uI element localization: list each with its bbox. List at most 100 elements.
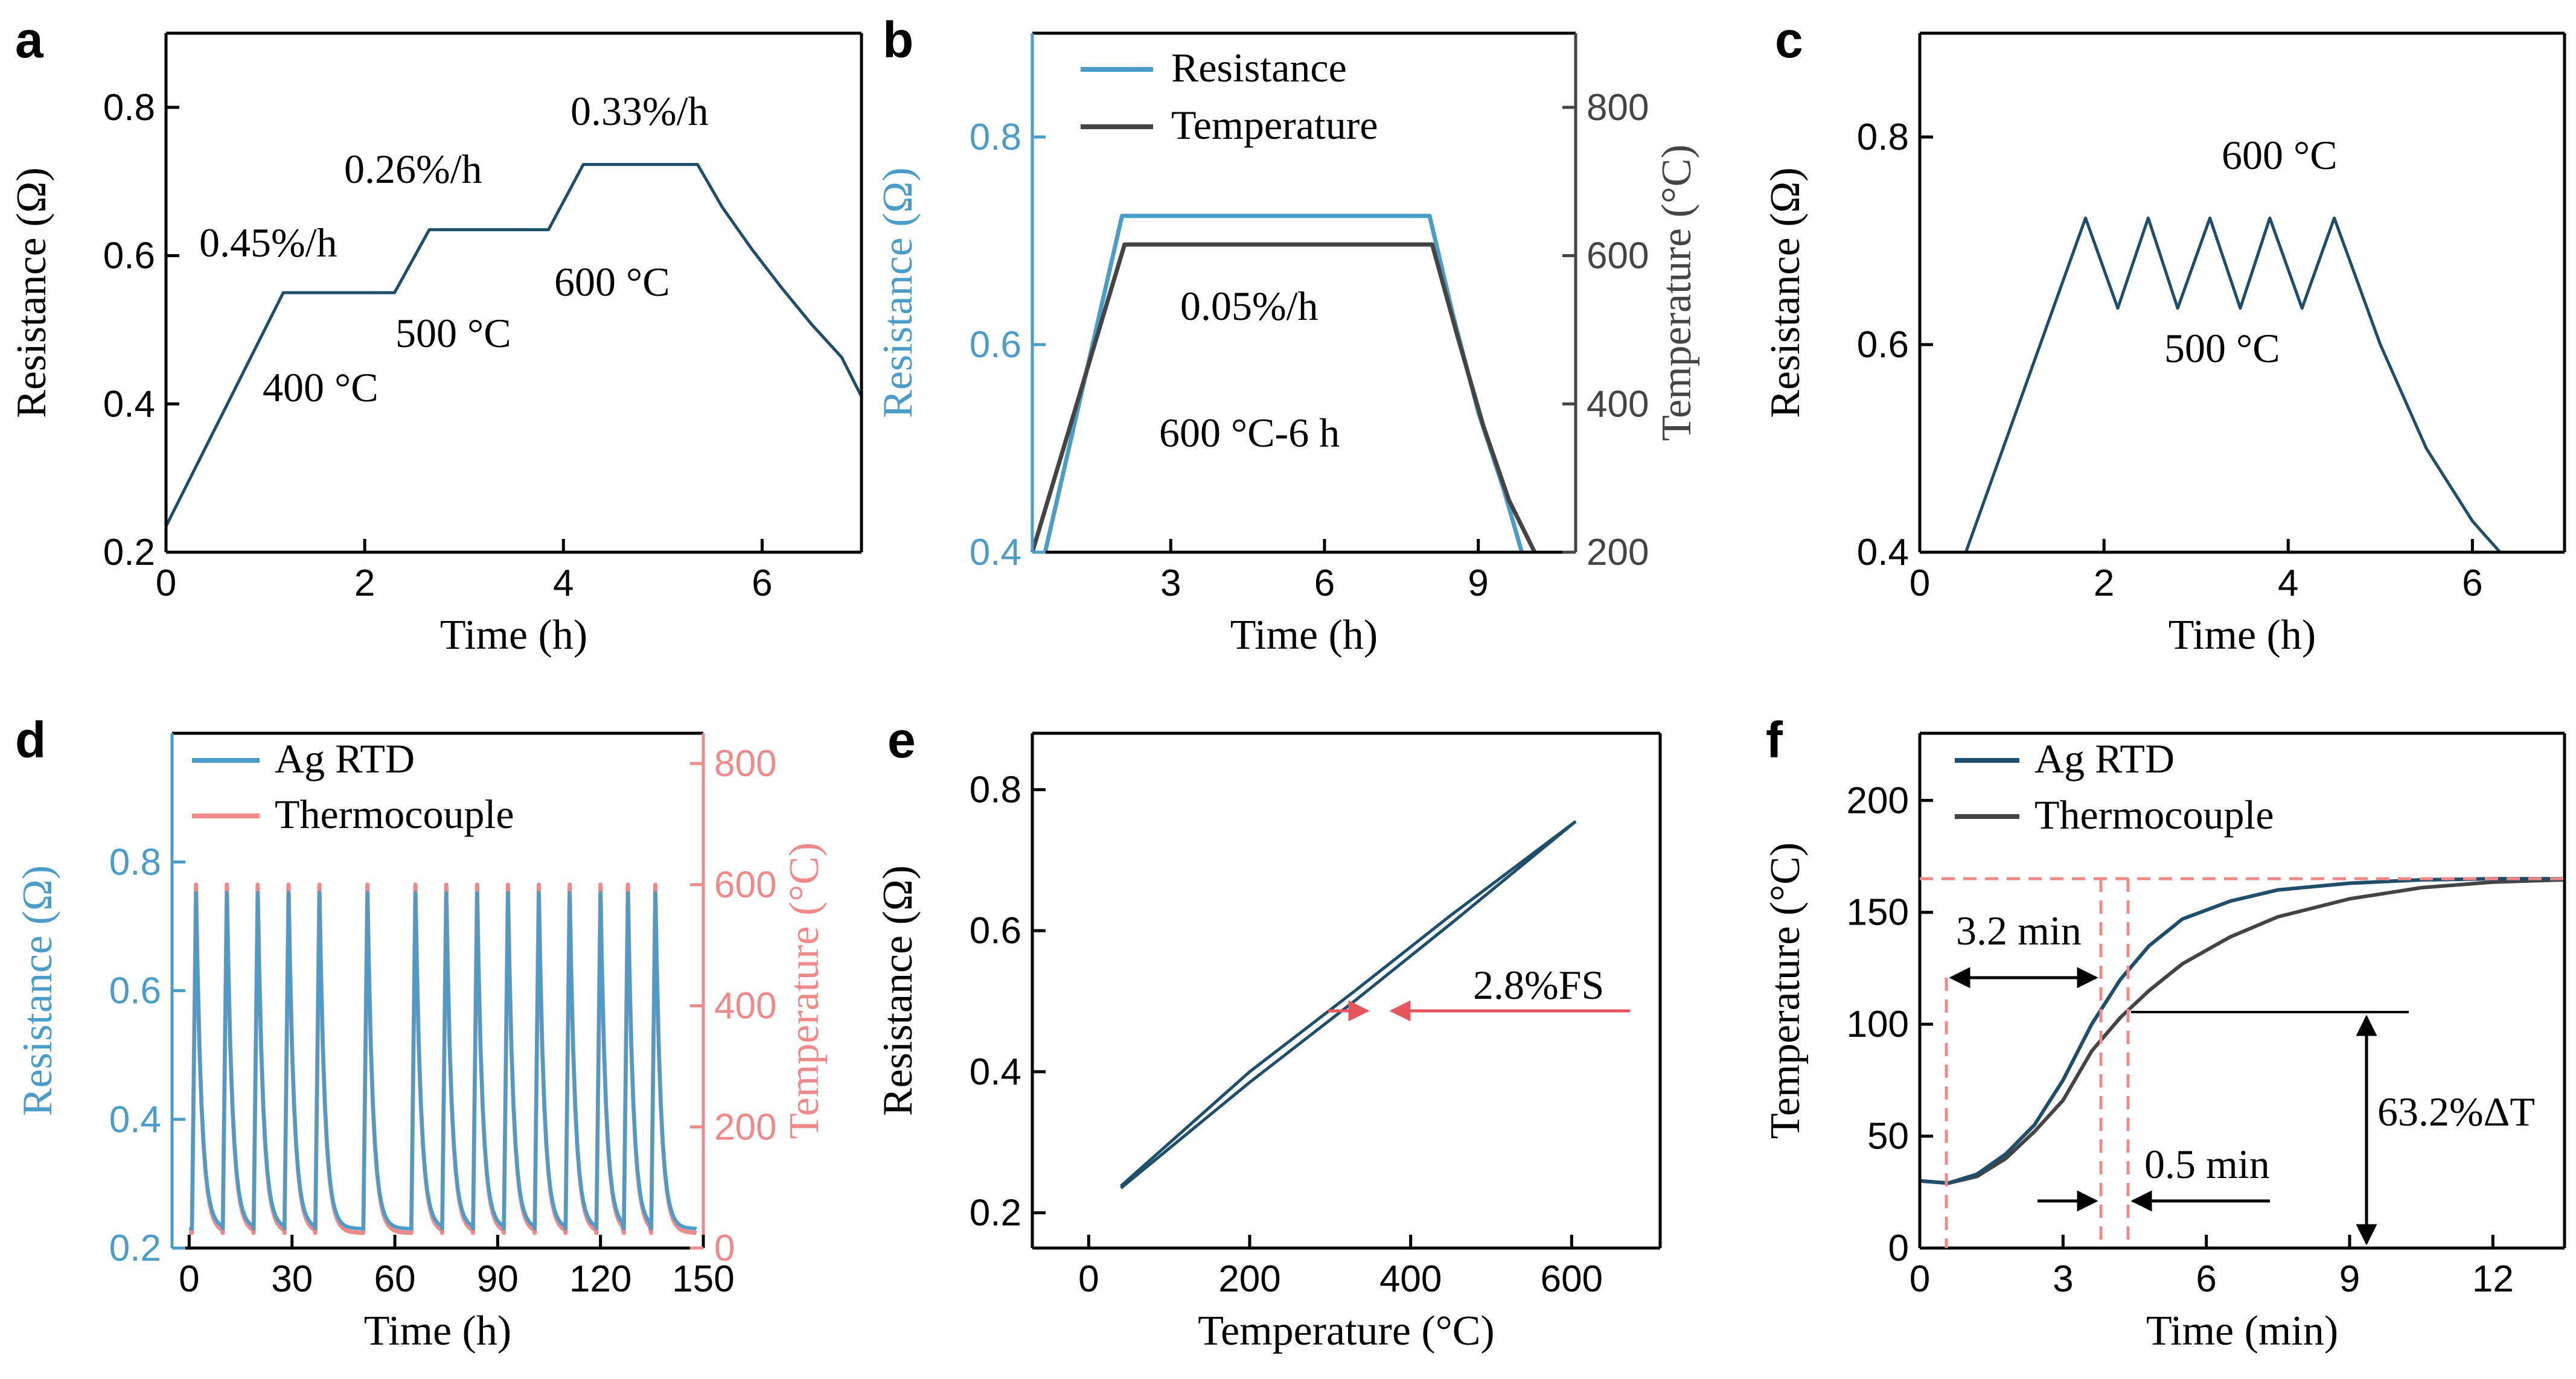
x-tick-label: 0 [1910,1258,1930,1300]
y-tick-label: 0.8 [970,769,1021,811]
panel-label-a: a [15,11,44,68]
x-tick-label: 30 [271,1258,313,1300]
y2-tick-label: 400 [714,986,776,1027]
y-tick-label: 0 [1888,1228,1909,1269]
legend-d-rtd: Ag RTD [275,736,415,782]
x-tick-label: 2 [354,562,375,604]
x-axis-title: Time (min) [2146,1308,2338,1354]
panel-c: c 0 2 4 6 0.4 0.6 0.8 Time (h) Resistance (Ω) 60… [1762,11,2566,658]
x-tick-label: 0 [1910,562,1930,604]
y-tick-label: 0.6 [970,324,1021,366]
y-tick-label: 0.2 [109,1228,161,1269]
series-d-ag-rtd [189,891,698,1231]
panel-label-c: c [1775,11,1803,68]
y-tick-label: 0.6 [970,910,1021,952]
x-tick-label: 400 [1379,1258,1442,1300]
y2-tick-label: 600 [1587,235,1649,277]
annotation-b-rate: 0.05%/h [1180,283,1318,329]
y-tick-label: 0.8 [1857,116,1909,158]
panel-label-b: b [883,11,913,68]
y-tick-label: 0.4 [970,532,1021,573]
legend-f-rtd: Ag RTD [2034,736,2175,782]
y-axis-title: Temperature (°C) [1762,842,1809,1139]
x-tick-label: 4 [2278,562,2298,604]
x-tick-label: 2 [2094,562,2114,604]
series-f-ag-rtd [1919,877,2565,1185]
panel-label-f: f [1766,712,1783,768]
x-tick-label: 600 [1541,1258,1603,1300]
x-axis-title: Time (h) [440,612,587,658]
panel-a: a 0 2 4 6 0.2 0.4 0.6 0.8 Time (h) Resistance (Ω)… [8,11,863,658]
panel-d: d 0 30 60 90 120 150 0.2 0.4 0.6 0.8 0 200 400 600 800… [14,712,828,1354]
panel-e: e 0 200 400 600 0.2 0.4 0.6 0.8 Temperature (°C)… [875,712,1662,1354]
x-tick-label: 0 [156,562,176,604]
legend-b-resistance: Resistance [1171,45,1347,91]
y2-tick-label: 600 [714,864,776,906]
y-tick-label: 0.8 [109,841,161,883]
x-tick-label: 9 [2339,1258,2360,1300]
series-f-thermocouple [1919,877,2565,1185]
annotation-a-500: 500 °C [395,310,511,356]
x-tick-label: 6 [2196,1258,2216,1300]
legend-f-tc: Thermocouple [2034,792,2274,838]
y2-tick-label: 400 [1587,383,1649,425]
y-tick-label: 200 [1847,780,1909,821]
series-e-cooling [1120,820,1577,1188]
x-axis-title: Time (h) [364,1308,511,1354]
y-axis-title: Resistance (Ω) [14,865,61,1116]
series-c-resistance [1964,216,2502,553]
series-a-resistance [164,163,863,527]
annotation-f-05: 0.5 min [2144,1141,2270,1187]
panel-f: f 0 3 6 9 12 0 50 100 150 200 Time (min) Temperatur… [1762,712,2566,1354]
y-tick-label: 0.2 [103,532,155,573]
y-axis-title: Resistance (Ω) [1762,167,1809,418]
annotation-a-400: 400 °C [263,365,379,410]
annotation-a-rate1: 0.45%/h [199,220,337,266]
annotation-b-hold: 600 °C-6 h [1159,410,1340,456]
x-tick-label: 4 [553,562,574,604]
y-tick-label: 0.4 [970,1051,1021,1093]
y-axis-title: Resistance (Ω) [875,167,921,418]
y-tick-label: 50 [1867,1116,1909,1158]
y-tick-label: 0.6 [103,235,155,277]
x-axis-title: Temperature (°C) [1198,1308,1494,1354]
annotation-e-fs: 2.8%FS [1473,962,1604,1008]
panel-label-d: d [15,712,46,768]
x-tick-label: 60 [374,1258,416,1300]
x-tick-label: 6 [2462,562,2482,604]
y-tick-label: 100 [1847,1004,1909,1045]
x-tick-label: 200 [1218,1258,1280,1300]
y-tick-label: 0.4 [109,1099,161,1141]
series-b-temperature [1030,242,1537,553]
legend-d-tc: Thermocouple [275,791,514,837]
annotation-a-rate3: 0.33%/h [570,88,709,134]
x-tick-label: 6 [1314,562,1335,604]
y-tick-label: 0.4 [103,383,155,425]
y-tick-label: 0.6 [109,970,161,1012]
y-tick-label: 0.8 [103,87,155,129]
x-tick-label: 12 [2472,1258,2514,1300]
y2-tick-label: 200 [714,1106,776,1148]
y-tick-label: 150 [1847,892,1909,934]
annotation-f-32: 3.2 min [1956,908,2082,954]
y2-axis-title: Temperature (°C) [1654,144,1700,441]
x-tick-label: 90 [477,1258,519,1300]
x-axis-title: Time (h) [1230,612,1378,658]
y-tick-label: 0.2 [970,1193,1021,1234]
x-tick-label: 150 [672,1258,734,1300]
x-tick-label: 0 [1078,1258,1099,1300]
y-axis-title: Resistance (Ω) [8,167,55,418]
y-tick-label: 0.8 [970,116,1021,158]
x-tick-label: 9 [1468,562,1488,604]
annotation-f-632: 63.2%ΔT [2377,1089,2535,1135]
annotation-a-rate2: 0.26%/h [344,146,482,192]
y2-axis-title: Temperature (°C) [781,842,828,1139]
panel-label-e: e [887,712,916,768]
y2-tick-label: 200 [1587,532,1649,573]
y-axis-title: Resistance (Ω) [875,865,921,1116]
annotation-a-600: 600 °C [554,259,670,305]
x-tick-label: 120 [569,1258,631,1300]
legend-b-temperature: Temperature [1171,102,1378,148]
